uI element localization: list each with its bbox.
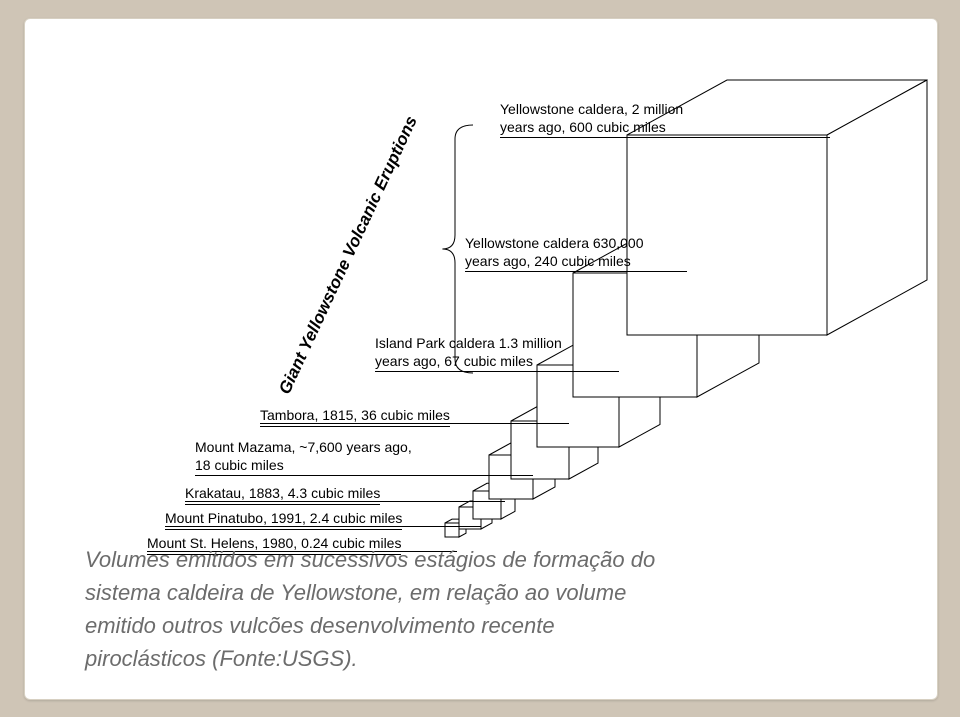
label-line: Mount Mazama, ~7,600 years ago, (195, 439, 412, 455)
label-line: years ago, 67 cubic miles (375, 353, 533, 369)
label-line: Yellowstone caldera 630,000 (465, 235, 644, 251)
caption-line-2: sistema caldeira de Yellowstone, em rela… (85, 580, 626, 605)
caption-text: Volumes emitidos em sucessivos estágios … (85, 543, 877, 675)
volume-label: Mount Mazama, ~7,600 years ago, 18 cubic … (195, 439, 412, 476)
volume-label: Yellowstone caldera, 2 million years ago,… (500, 101, 683, 138)
leader-line (165, 526, 481, 527)
leader-line (500, 137, 830, 138)
caption-line-1: Volumes emitidos em sucessivos estágios … (85, 547, 655, 572)
label-line: years ago, 240 cubic miles (465, 253, 644, 273)
caption-line-4: piroclásticos (Fonte:USGS). (85, 646, 358, 671)
volume-diagram: Giant Yellowstone Volcanic Eruptions (75, 39, 895, 569)
label-line: Island Park caldera 1.3 million (375, 335, 562, 351)
slide-card: Giant Yellowstone Volcanic Eruptions (24, 18, 938, 700)
leader-line (185, 501, 505, 502)
volume-label: Island Park caldera 1.3 million years ago… (375, 335, 562, 370)
leader-line (260, 423, 569, 424)
leader-line (375, 371, 619, 372)
label-line: 18 cubic miles (195, 457, 412, 477)
leader-line (465, 271, 687, 272)
caption-line-3: emitido outros vulcões desenvolvimento r… (85, 613, 555, 638)
volume-label: Yellowstone caldera 630,000 years ago, 24… (465, 235, 644, 272)
label-line: years ago, 600 cubic miles (500, 119, 683, 139)
label-line: Yellowstone caldera, 2 million (500, 101, 683, 117)
leader-line (195, 475, 533, 476)
